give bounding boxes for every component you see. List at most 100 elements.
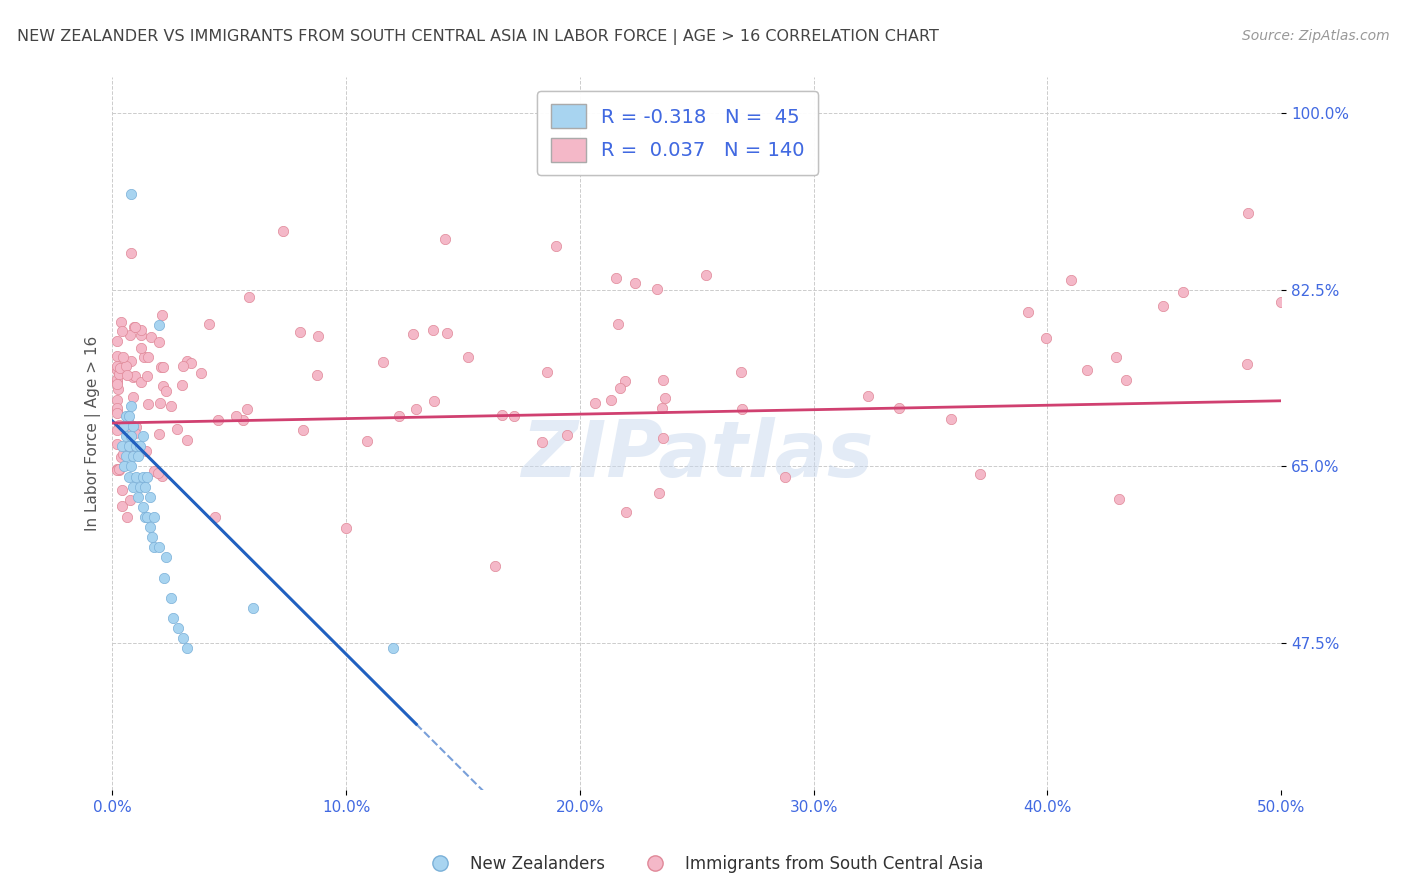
Point: [111, 483, 134, 498]
Point: [484, 558, 506, 573]
Point: [129, 480, 152, 494]
Point: [132, 350, 155, 364]
Point: [114, 359, 136, 374]
Point: [105, 334, 128, 349]
Point: [108, 421, 131, 435]
Point: [423, 394, 446, 409]
Point: [600, 393, 623, 408]
Point: [307, 329, 329, 343]
Point: [122, 419, 145, 434]
Point: [1270, 294, 1292, 309]
Point: [111, 447, 134, 461]
Point: [105, 377, 128, 392]
Point: [143, 541, 166, 555]
Point: [609, 381, 631, 395]
Point: [124, 320, 146, 334]
Point: [402, 326, 425, 341]
Point: [148, 334, 170, 349]
Point: [132, 469, 155, 483]
Point: [166, 621, 188, 635]
Point: [583, 396, 606, 410]
Point: [141, 530, 163, 544]
Point: [1115, 373, 1137, 387]
Point: [155, 384, 177, 399]
Point: [108, 360, 131, 375]
Y-axis label: In Labor Force | Age > 16: In Labor Force | Age > 16: [86, 336, 101, 532]
Point: [155, 550, 177, 565]
Point: [290, 325, 312, 339]
Point: [149, 396, 172, 410]
Point: [112, 459, 135, 474]
Point: [166, 422, 188, 436]
Point: [536, 365, 558, 379]
Point: [120, 353, 142, 368]
Point: [176, 354, 198, 368]
Point: [129, 341, 152, 355]
Point: [135, 368, 157, 383]
Point: [172, 632, 194, 646]
Point: [120, 459, 142, 474]
Point: [190, 366, 212, 380]
Point: [887, 401, 910, 415]
Point: [139, 520, 162, 534]
Point: [118, 409, 141, 423]
Point: [136, 469, 159, 483]
Point: [436, 326, 458, 341]
Point: [112, 419, 135, 434]
Point: [107, 463, 129, 477]
Point: [120, 429, 142, 443]
Point: [146, 467, 169, 481]
Point: [132, 429, 155, 443]
Text: ZIPatlas: ZIPatlas: [520, 417, 873, 493]
Point: [648, 486, 671, 500]
Point: [623, 276, 645, 290]
Point: [773, 470, 796, 484]
Point: [105, 404, 128, 418]
Point: [131, 328, 153, 343]
Point: [530, 434, 553, 449]
Point: [124, 319, 146, 334]
Point: [242, 601, 264, 615]
Point: [105, 392, 128, 407]
Point: [176, 433, 198, 447]
Point: [105, 363, 128, 377]
Point: [110, 450, 132, 464]
Point: [305, 368, 328, 382]
Point: [238, 290, 260, 304]
Point: [142, 464, 165, 478]
Point: [139, 330, 162, 344]
Point: [108, 462, 131, 476]
Point: [107, 382, 129, 396]
Point: [120, 399, 142, 413]
Point: [117, 412, 139, 426]
Point: [118, 327, 141, 342]
Point: [114, 423, 136, 437]
Point: [143, 510, 166, 524]
Point: [105, 371, 128, 385]
Point: [652, 432, 675, 446]
Point: [614, 374, 637, 388]
Point: [115, 409, 138, 423]
Point: [153, 571, 176, 585]
Point: [111, 500, 134, 514]
Point: [152, 360, 174, 375]
Point: [207, 413, 229, 427]
Point: [654, 392, 676, 406]
Point: [132, 500, 155, 514]
Point: [176, 641, 198, 656]
Point: [1152, 299, 1174, 313]
Point: [120, 493, 142, 508]
Point: [502, 409, 524, 423]
Point: [1108, 491, 1130, 506]
Point: [150, 360, 173, 375]
Point: [232, 413, 254, 427]
Point: [544, 239, 567, 253]
Point: [135, 444, 157, 458]
Point: [148, 318, 170, 332]
Point: [127, 450, 149, 464]
Point: [159, 399, 181, 413]
Point: [105, 350, 128, 364]
Point: [115, 450, 138, 464]
Point: [555, 427, 578, 442]
Point: [111, 350, 134, 364]
